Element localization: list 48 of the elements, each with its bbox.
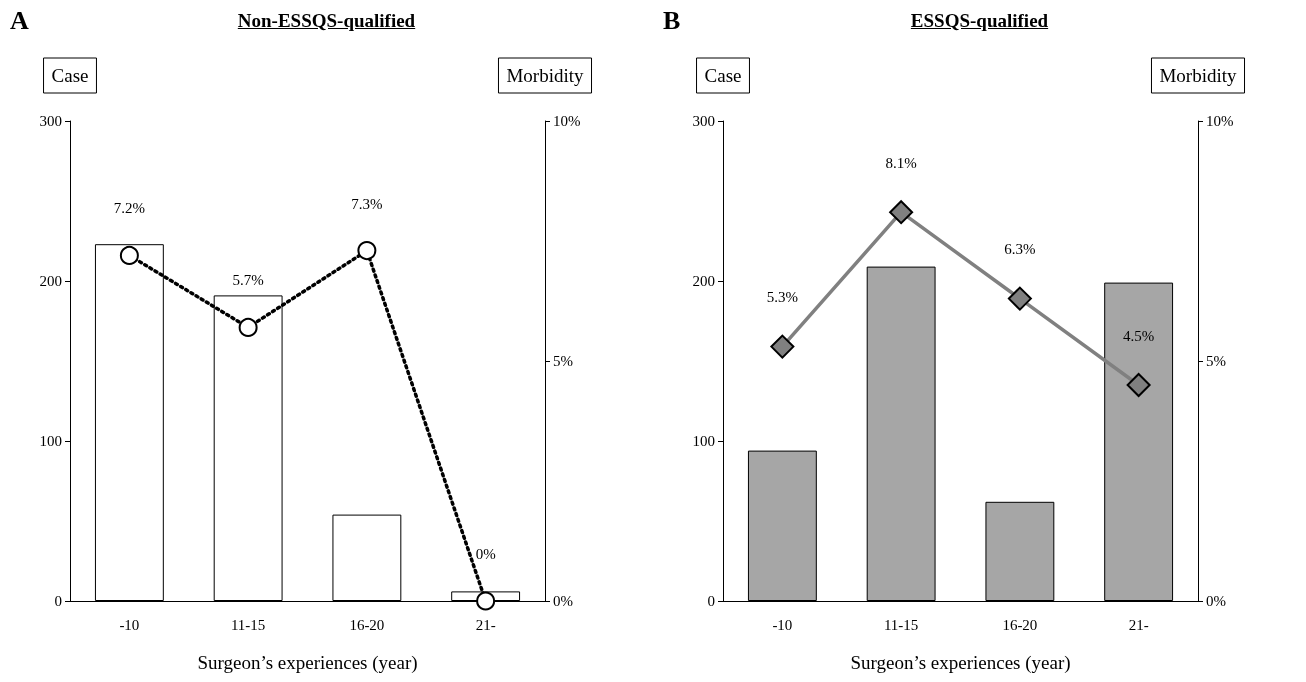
y-tick-label: 100 <box>692 433 715 449</box>
x-tick-label: -10 <box>119 616 140 633</box>
y2-tick-label: 10% <box>553 113 581 129</box>
y-tick-label: 300 <box>39 113 62 129</box>
y2-axis-title: Morbidity <box>506 65 585 86</box>
data-label: 7.3% <box>351 195 383 212</box>
point <box>476 591 496 611</box>
x-tick-label: 21- <box>475 616 496 633</box>
y2-tick-label: 10% <box>1206 113 1234 129</box>
data-label: 4.5% <box>1123 327 1155 344</box>
x-axis-title: Surgeon’s experiences (year) <box>197 652 418 674</box>
point <box>770 334 795 359</box>
data-label: 8.1% <box>885 154 917 171</box>
data-label: 0% <box>475 546 496 562</box>
x-tick-label: -10 <box>772 616 793 633</box>
y2-axis-title: Morbidity <box>1159 65 1238 86</box>
point <box>1126 373 1151 397</box>
data-label: 5.3% <box>766 289 798 306</box>
y-tick-label: 0 <box>54 593 62 609</box>
point <box>357 241 377 261</box>
chart-title: Non-ESSQS-qualified <box>237 10 416 31</box>
chart-title: ESSQS-qualified <box>910 10 1049 31</box>
x-axis-title: Surgeon’s experiences (year) <box>850 652 1071 674</box>
y-axis-title: Case <box>704 65 742 86</box>
data-label: 7.2% <box>113 200 145 217</box>
x-tick-label: 11-15 <box>230 616 266 633</box>
text: A <box>10 6 29 36</box>
y2-tick-label: 0% <box>553 593 573 609</box>
y-tick-label: 300 <box>692 113 715 129</box>
data-label: 5.7% <box>232 272 264 289</box>
x-tick-label: 16-20 <box>1002 616 1038 633</box>
point <box>889 200 914 225</box>
y2-tick-label: 5% <box>1206 353 1226 369</box>
data-label: 6.3% <box>1004 241 1036 258</box>
y2-tick-label: 5% <box>553 353 573 369</box>
y-tick-label: 200 <box>692 273 715 289</box>
x-tick-label: 11-15 <box>883 616 919 633</box>
point <box>1007 286 1032 311</box>
text: B <box>663 6 681 36</box>
y-tick-label: 100 <box>39 433 62 449</box>
point <box>119 245 139 265</box>
y-tick-label: 200 <box>39 273 62 289</box>
x-tick-label: 21- <box>1128 616 1149 633</box>
y-tick-label: 0 <box>707 593 715 609</box>
y2-tick-label: 0% <box>1206 593 1226 609</box>
x-tick-label: 16-20 <box>349 616 385 633</box>
y-axis-title: Case <box>51 65 89 86</box>
point <box>238 317 258 337</box>
